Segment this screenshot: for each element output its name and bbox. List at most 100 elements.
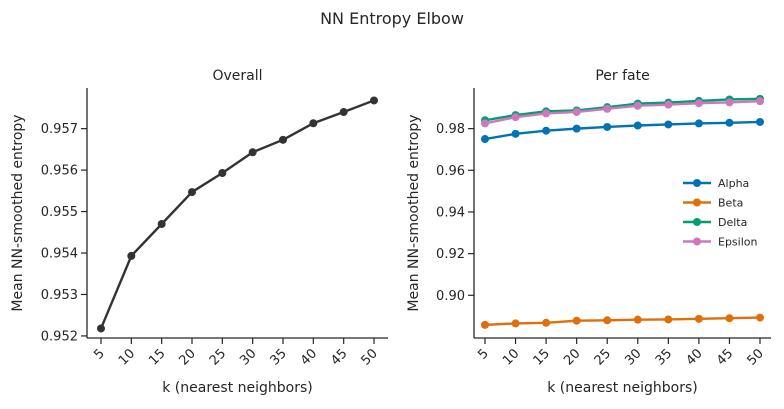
per-fate-epsilon-point xyxy=(664,100,673,109)
per-fate-beta-point xyxy=(603,316,612,325)
overall-series-line xyxy=(99,99,375,329)
overall-series-point xyxy=(157,219,166,228)
per-fate-x-tick-label: 35 xyxy=(653,346,675,368)
per-fate-beta-point xyxy=(572,316,581,325)
per-fate-epsilon-point xyxy=(725,98,734,107)
per-fate-epsilon-point xyxy=(756,97,764,106)
per-fate-epsilon-point xyxy=(572,107,581,116)
overall-plot-area: 0.952 0.953 0.954 0.955 0.956 0.957 5 10 15 20 25 3… xyxy=(41,88,388,369)
overall-series-point xyxy=(339,108,348,117)
legend-beta-marker xyxy=(693,198,701,207)
overall-x-tick-label: 40 xyxy=(298,346,320,368)
legend-epsilon-label: Epsilon xyxy=(718,236,758,249)
overall-x-tick-label: 30 xyxy=(237,346,259,368)
per-fate-alpha-point xyxy=(756,117,764,126)
legend-item-beta: Beta xyxy=(683,197,743,210)
per-fate-alpha-point xyxy=(572,124,581,133)
overall-xlabel: k (nearest neighbors) xyxy=(162,380,312,396)
per-fate-beta-point xyxy=(756,313,764,322)
overall-series-point xyxy=(370,96,378,105)
legend-alpha-marker xyxy=(693,179,701,187)
legend-beta-label: Beta xyxy=(718,197,743,210)
overall-series-point xyxy=(309,119,318,128)
per-fate-alpha-point xyxy=(481,135,489,144)
per-fate-x-tick-label: 50 xyxy=(745,346,767,368)
per-fate-alpha-line xyxy=(484,120,761,141)
overall-x-tick-label: 20 xyxy=(177,346,199,368)
overall-x-tick-label: 50 xyxy=(359,346,381,368)
overall-x-tick-label: 10 xyxy=(116,346,138,368)
per-fate-epsilon-point xyxy=(694,99,703,108)
per-fate-epsilon-line xyxy=(484,99,761,125)
legend-item-alpha: Alpha xyxy=(683,177,749,190)
overall-y-tick-label: 0.954 xyxy=(41,247,78,262)
per-fate-alpha-point xyxy=(603,122,612,131)
per-fate-panel: Per fate 0.90 0.92 0.94 0.96 0.98 5 10 15 20 25 30… xyxy=(406,68,771,396)
per-fate-beta-point xyxy=(511,319,520,328)
per-fate-xlabel: k (nearest neighbors) xyxy=(547,380,697,396)
overall-ylabel: Mean NN-smoothed entropy xyxy=(10,114,26,311)
per-fate-x-tick-label: 15 xyxy=(531,346,553,368)
overall-x-tick-label: 25 xyxy=(207,346,229,368)
per-fate-x-tick-label: 10 xyxy=(500,346,522,368)
per-fate-x-tick-label: 40 xyxy=(683,346,705,368)
overall-y-tick-label: 0.955 xyxy=(41,205,78,220)
per-fate-alpha-point xyxy=(664,120,673,129)
overall-series-point xyxy=(188,188,196,197)
per-fate-alpha-point xyxy=(542,126,551,135)
per-fate-y-tick-label: 0.92 xyxy=(436,247,465,262)
legend-alpha-label: Alpha xyxy=(718,177,749,190)
per-fate-x-tick-label: 20 xyxy=(561,346,583,368)
legend-item-delta: Delta xyxy=(683,216,747,229)
per-fate-delta-line xyxy=(484,97,761,122)
overall-x-tick-label: 45 xyxy=(328,346,350,368)
overall-y-tick-label: 0.956 xyxy=(41,164,78,179)
per-fate-x-tick-label: 25 xyxy=(592,346,614,368)
overall-x-tick-label: 35 xyxy=(268,346,290,368)
per-fate-y-tick-label: 0.94 xyxy=(436,205,465,220)
figure-title: NN Entropy Elbow xyxy=(320,9,464,28)
legend-delta-label: Delta xyxy=(718,216,747,229)
per-fate-epsilon-point xyxy=(542,109,551,118)
per-fate-beta-point xyxy=(725,314,734,323)
overall-series-point xyxy=(97,324,105,333)
overall-series-point xyxy=(248,148,257,157)
per-fate-beta-point xyxy=(542,318,551,327)
legend-epsilon-marker xyxy=(693,237,701,246)
per-fate-epsilon-point xyxy=(603,104,612,113)
per-fate-beta-point xyxy=(481,320,489,329)
per-fate-alpha-point xyxy=(725,118,734,127)
overall-series-point xyxy=(218,168,227,177)
overall-y-tick-label: 0.953 xyxy=(41,288,78,303)
per-fate-alpha-point xyxy=(694,119,703,128)
legend-delta-marker xyxy=(693,218,701,226)
per-fate-x-tick-label: 45 xyxy=(714,346,736,368)
overall-x-tick-label: 5 xyxy=(91,346,107,362)
overall-series-point xyxy=(127,251,136,260)
overall-y-tick-label: 0.957 xyxy=(41,122,78,137)
overall-series-point xyxy=(279,135,287,144)
per-fate-beta-line xyxy=(484,316,761,327)
overall-y-tick-label: 0.952 xyxy=(41,329,78,344)
per-fate-beta-point xyxy=(633,315,642,324)
per-fate-beta-point xyxy=(694,314,703,323)
per-fate-y-tick-label: 0.96 xyxy=(436,164,465,179)
overall-title: Overall xyxy=(212,68,262,84)
per-fate-x-tick-label: 30 xyxy=(622,346,644,368)
per-fate-y-tick-label: 0.90 xyxy=(436,289,465,304)
per-fate-beta-point xyxy=(664,315,673,324)
per-fate-x-tick-label: 5 xyxy=(475,346,491,362)
legend-item-epsilon: Epsilon xyxy=(683,236,758,249)
per-fate-alpha-point xyxy=(633,121,642,130)
per-fate-y-tick-label: 0.98 xyxy=(436,122,465,137)
overall-x-tick-label: 15 xyxy=(146,346,168,368)
per-fate-title: Per fate xyxy=(595,68,649,84)
per-fate-alpha-point xyxy=(511,129,520,138)
per-fate-epsilon-point xyxy=(511,113,520,122)
per-fate-ylabel: Mean NN-smoothed entropy xyxy=(406,114,422,311)
per-fate-plot-area: 0.90 0.92 0.94 0.96 0.98 5 10 15 20 25 30 35 40 45 50 xyxy=(436,88,771,369)
per-fate-legend: Alpha Beta Delta Epsilon xyxy=(683,177,758,249)
per-fate-epsilon-point xyxy=(481,119,489,128)
